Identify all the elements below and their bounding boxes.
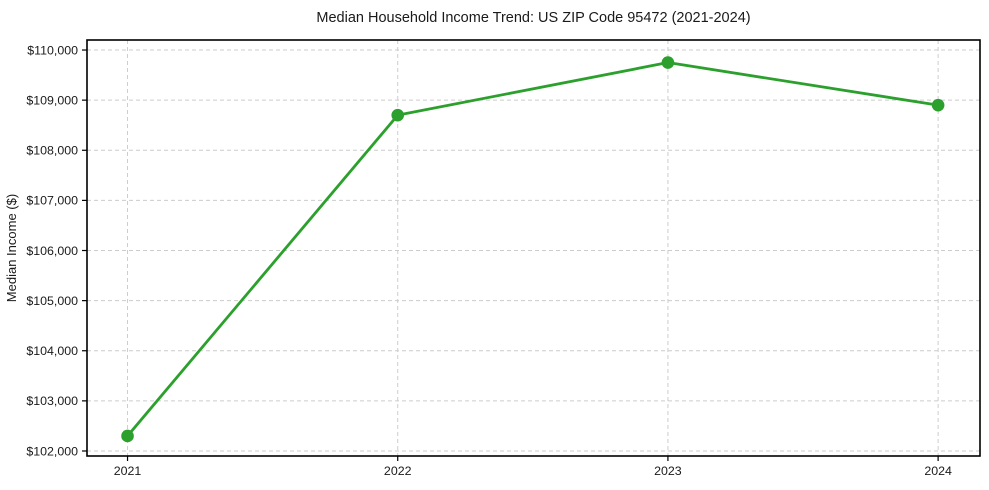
y-tick-label: $104,000 — [26, 344, 78, 358]
y-tick-label: $103,000 — [26, 394, 78, 408]
chart-title: Median Household Income Trend: US ZIP Co… — [316, 10, 750, 26]
plot-area: 2021 2022 2023 2024 $102,000 $103,000 $104,000… — [26, 39, 981, 478]
y-tick-label: $109,000 — [26, 93, 78, 107]
x-tick-label: 2024 — [924, 464, 952, 478]
y-tick-label: $102,000 — [26, 444, 78, 458]
data-point — [931, 98, 945, 112]
y-tick-label: $108,000 — [26, 144, 78, 158]
x-tick-label: 2021 — [114, 464, 142, 478]
data-point — [391, 108, 405, 122]
data-point — [121, 429, 134, 443]
series-line — [126, 61, 940, 438]
data-point — [661, 56, 675, 69]
y-tick-label: $106,000 — [26, 244, 78, 258]
y-axis-label: Median Income ($) — [4, 194, 19, 302]
x-tick-label: 2022 — [384, 464, 412, 478]
y-tick-label: $105,000 — [26, 294, 78, 308]
y-tick-label: $107,000 — [26, 194, 78, 208]
x-tick-label: 2023 — [654, 464, 682, 478]
y-tick-label: $110,000 — [27, 43, 78, 57]
plot-frame — [86, 39, 981, 457]
